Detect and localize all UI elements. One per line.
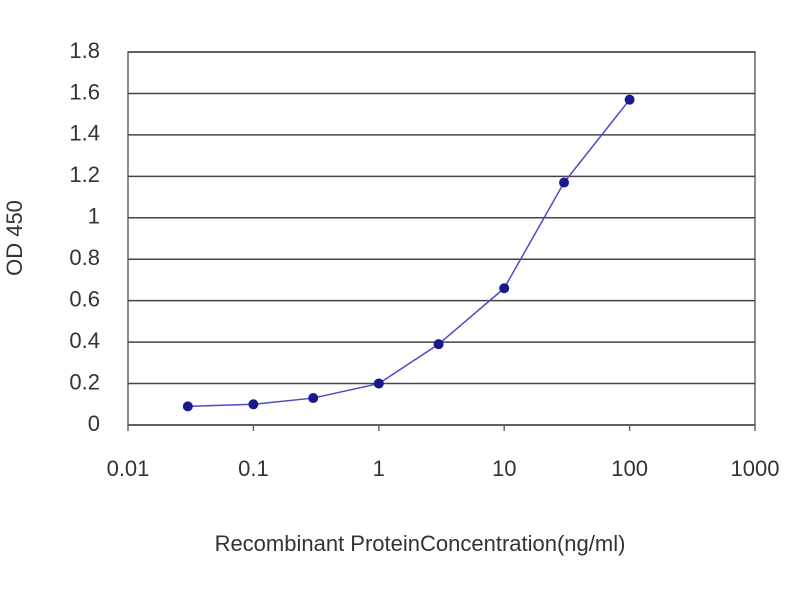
data-point [182,401,193,412]
y-tick-label: 0.6 [69,286,100,311]
x-tick-label: 10 [492,456,516,481]
data-point [248,399,259,410]
data-line [187,99,631,408]
x-tick-label: 1000 [731,456,780,481]
x-tick-label: 1 [373,456,385,481]
data-point [373,378,384,389]
y-tick-label: 0.4 [69,328,100,353]
y-tick-label: 1.4 [69,121,100,146]
data-point [308,393,319,404]
x-tick-label: 0.01 [107,456,150,481]
y-tick-label: 1 [88,204,100,229]
y-tick-label: 0.2 [69,369,100,394]
data-point [624,94,635,105]
y-tick-label: 1.6 [69,79,100,104]
y-axis-label: OD 450 [2,200,27,276]
y-tick-label: 0 [88,411,100,436]
x-tick-label: 0.1 [238,456,269,481]
x-tick-label: 100 [611,456,648,481]
y-tick-label: 1.2 [69,162,100,187]
y-tick-label: 1.8 [69,38,100,63]
y-tick-label: 0.8 [69,245,100,270]
data-point [433,339,444,350]
data-point [499,283,510,294]
x-axis-label: Recombinant ProteinConcentration(ng/ml) [215,531,626,556]
data-point [559,177,570,188]
